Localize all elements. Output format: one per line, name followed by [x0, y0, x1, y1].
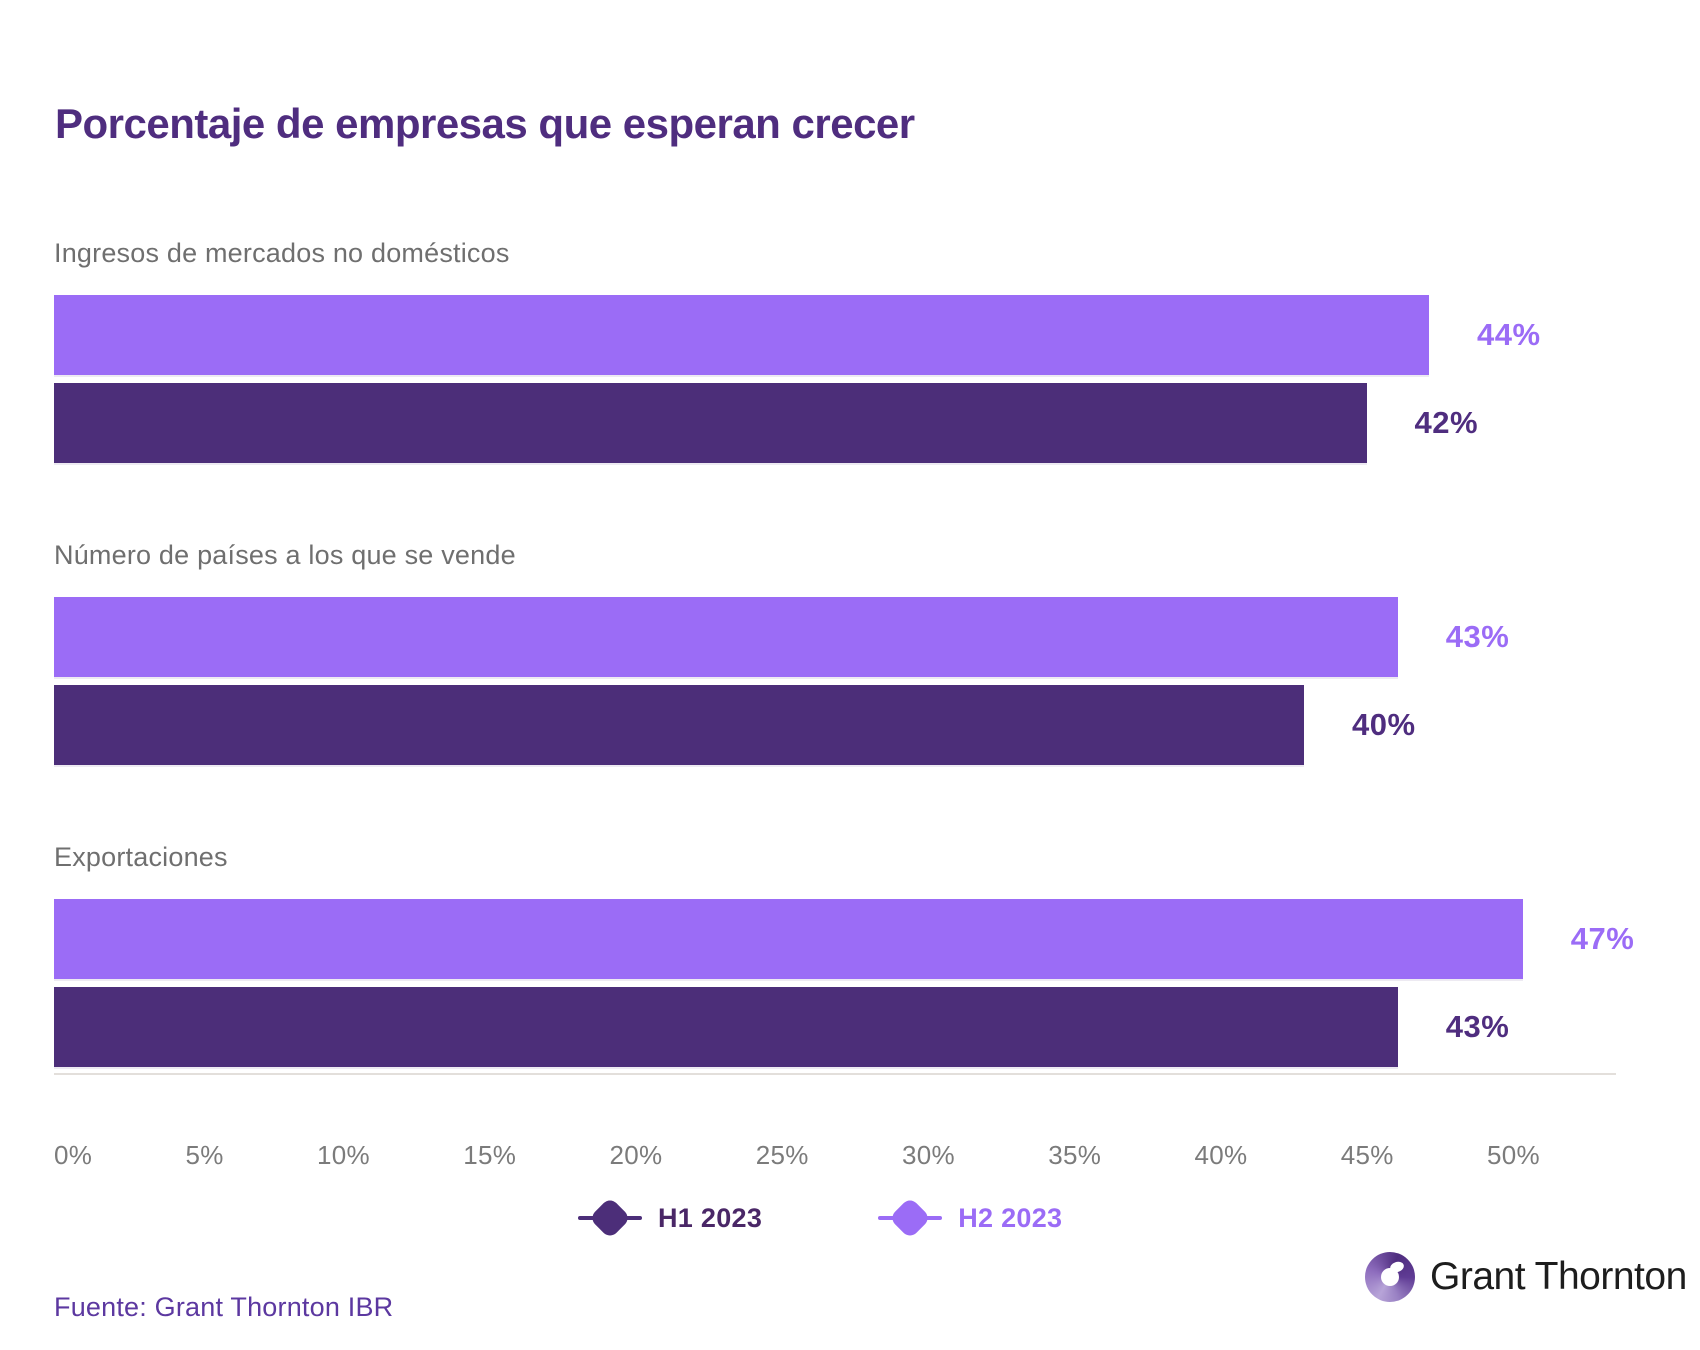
bar-value-label: 40%	[1352, 707, 1416, 742]
bar-row: 44%	[54, 295, 1700, 375]
x-axis-tick: 5%	[185, 1140, 224, 1170]
bar-h2-2023	[54, 899, 1523, 979]
grant-thornton-logo: Grant Thornton	[1365, 1252, 1687, 1302]
bar-row: 47%	[54, 899, 1700, 979]
bar-h1-2023	[54, 685, 1304, 765]
bar-h1-2023	[54, 383, 1367, 463]
legend-marker-h1-icon	[578, 1196, 642, 1240]
x-axis-tick: 50%	[1486, 1140, 1540, 1170]
x-axis-tick: 0%	[54, 1140, 93, 1170]
chart-legend: H1 2023 H2 2023	[578, 1196, 1062, 1240]
bar-h1-2023	[54, 987, 1398, 1067]
bar-h2-2023	[54, 597, 1398, 677]
legend-diamond-h2-icon	[888, 1196, 932, 1240]
legend-label-h2: H2 2023	[958, 1202, 1063, 1233]
x-axis-tick: 15%	[463, 1140, 517, 1170]
x-axis-tick: 10%	[316, 1140, 370, 1170]
bar-row: 42%	[54, 383, 1700, 463]
category-label: Número de países a los que se vende	[54, 540, 516, 570]
legend-label-h1: H1 2023	[658, 1202, 763, 1233]
grant-thornton-swirl-icon	[1365, 1252, 1415, 1302]
x-axis-line	[54, 1073, 1616, 1075]
x-axis-tick-row: 0% 5% 10% 15% 20% 25% 30% 35% 40% 45% 50%	[54, 1140, 1540, 1171]
category-label: Ingresos de mercados no domésticos	[54, 238, 510, 268]
legend-item-h2-2023: H2 2023	[878, 1196, 1062, 1240]
chart-group: Número de países a los que se vende 43% 40…	[54, 538, 1700, 773]
x-axis-tick: 30%	[901, 1140, 955, 1170]
bar-row: 43%	[54, 987, 1700, 1067]
bar-value-label: 47%	[1570, 921, 1635, 956]
grant-thornton-wordmark: Grant Thornton	[1430, 1255, 1687, 1298]
legend-diamond-h1-icon	[588, 1196, 632, 1240]
chart-group: Exportaciones 47% 43%	[54, 840, 1700, 1075]
source-note: Fuente: Grant Thornton IBR	[54, 1292, 394, 1322]
x-axis-tick: 25%	[755, 1140, 809, 1170]
x-axis-tick: 35%	[1048, 1140, 1102, 1170]
bar-value-label: 43%	[1445, 619, 1510, 654]
bar-value-label: 44%	[1477, 317, 1541, 352]
chart-group: Ingresos de mercados no domésticos 44% 42%	[54, 236, 1700, 471]
page-title: Porcentaje de empresas que esperan crece…	[55, 100, 915, 148]
x-axis-tick: 40%	[1194, 1140, 1248, 1170]
bar-value-label: 42%	[1414, 405, 1479, 440]
legend-item-h1-2023: H1 2023	[578, 1196, 762, 1240]
category-label: Exportaciones	[54, 842, 228, 872]
legend-marker-h2-icon	[878, 1196, 943, 1240]
x-axis-tick: 20%	[609, 1140, 663, 1170]
bar-value-label: 43%	[1445, 1009, 1510, 1044]
x-axis-tick: 45%	[1340, 1140, 1394, 1170]
bar-h2-2023	[54, 295, 1429, 375]
bar-row: 43%	[54, 597, 1700, 677]
bar-row: 40%	[54, 685, 1700, 765]
